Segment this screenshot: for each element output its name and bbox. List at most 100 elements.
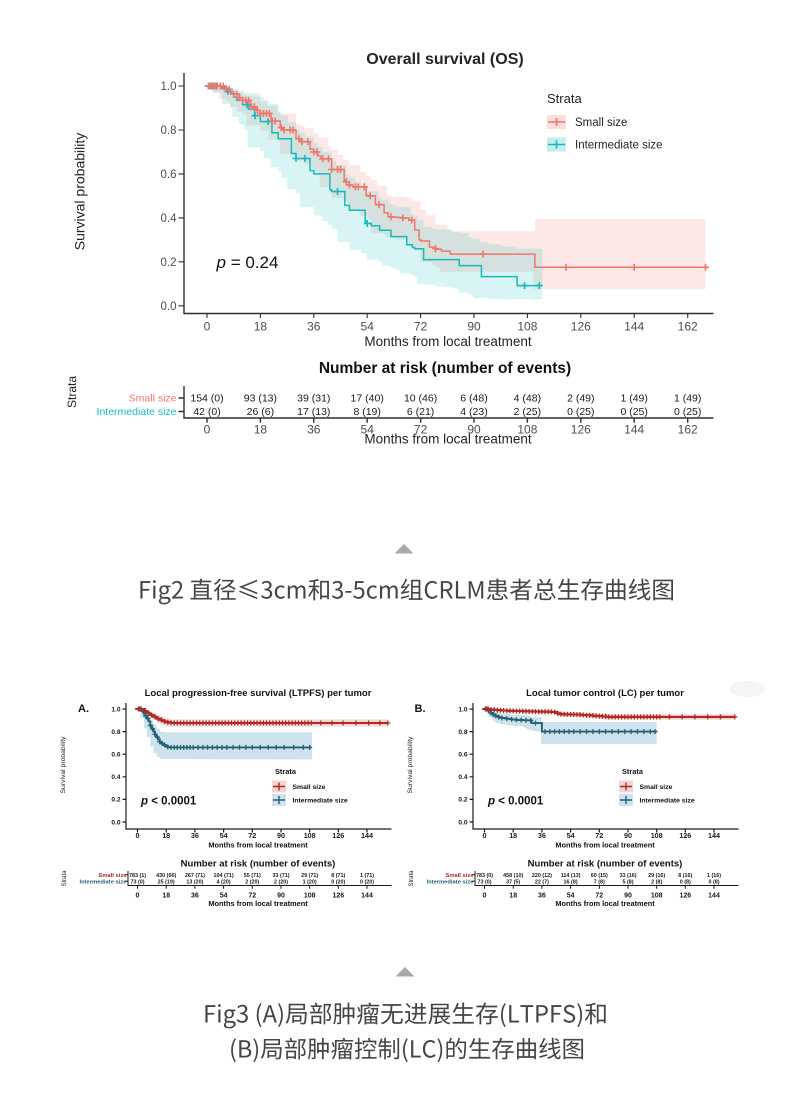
svg-text:72: 72 — [595, 893, 603, 900]
svg-text:0: 0 — [483, 831, 487, 840]
svg-text:B.: B. — [415, 703, 426, 715]
svg-text:13 (20): 13 (20) — [186, 879, 203, 885]
svg-text:162: 162 — [678, 320, 698, 334]
svg-text:0 (25): 0 (25) — [674, 406, 701, 418]
svg-text:Strata: Strata — [62, 870, 68, 887]
svg-text:1 (71): 1 (71) — [360, 873, 374, 879]
svg-text:783 (1): 783 (1) — [129, 873, 146, 879]
svg-text:Strata: Strata — [65, 376, 79, 408]
svg-text:458 (10): 458 (10) — [503, 873, 523, 879]
svg-text:154 (0): 154 (0) — [190, 393, 223, 405]
svg-text:108: 108 — [651, 831, 663, 840]
svg-text:p < 0.0001: p < 0.0001 — [487, 796, 544, 808]
svg-text:0.4: 0.4 — [458, 774, 467, 781]
svg-text:60 (15): 60 (15) — [591, 873, 608, 879]
svg-text:90: 90 — [624, 893, 632, 900]
svg-text:2 (20): 2 (20) — [274, 879, 288, 885]
svg-text:90: 90 — [277, 893, 285, 900]
svg-text:18: 18 — [162, 893, 170, 900]
svg-text:90: 90 — [467, 423, 481, 437]
svg-text:Small size: Small size — [640, 784, 673, 791]
svg-text:36: 36 — [538, 893, 546, 900]
svg-text:8 (16): 8 (16) — [678, 873, 692, 879]
svg-text:Survival probability: Survival probability — [60, 736, 67, 794]
svg-text:33 (16): 33 (16) — [619, 873, 636, 879]
svg-text:73 (0): 73 (0) — [477, 879, 491, 885]
svg-text:90: 90 — [467, 320, 481, 334]
svg-text:0.6: 0.6 — [111, 752, 120, 759]
svg-text:0.2: 0.2 — [161, 257, 177, 269]
svg-text:267 (71): 267 (71) — [185, 873, 205, 879]
svg-text:144: 144 — [624, 320, 644, 334]
svg-text:144: 144 — [361, 893, 373, 900]
svg-text:8 (71): 8 (71) — [331, 873, 345, 879]
svg-text:Months from local treatment: Months from local treatment — [364, 334, 532, 349]
svg-text:Survival probability: Survival probability — [407, 736, 414, 794]
svg-text:18: 18 — [509, 831, 517, 840]
svg-text:4 (20): 4 (20) — [217, 879, 231, 885]
svg-text:18: 18 — [162, 831, 170, 840]
svg-text:Number at risk (number of even: Number at risk (number of events) — [319, 360, 571, 377]
svg-text:Months from local treatment: Months from local treatment — [555, 899, 655, 908]
svg-text:Survival probability: Survival probability — [72, 133, 88, 251]
svg-text:54: 54 — [567, 893, 575, 900]
svg-text:2 (8): 2 (8) — [651, 879, 662, 885]
svg-text:0 (20): 0 (20) — [331, 879, 345, 885]
svg-text:2 (25): 2 (25) — [514, 406, 541, 418]
svg-text:144: 144 — [361, 831, 373, 840]
svg-text:Strata: Strata — [275, 767, 297, 776]
svg-text:0.8: 0.8 — [458, 729, 467, 736]
svg-text:p < 0.0001: p < 0.0001 — [140, 796, 197, 808]
svg-text:6 (48): 6 (48) — [460, 393, 487, 405]
svg-text:0: 0 — [204, 423, 211, 437]
svg-text:Small size: Small size — [129, 393, 177, 405]
svg-text:37 (5): 37 (5) — [506, 879, 520, 885]
svg-text:90: 90 — [624, 831, 632, 840]
svg-text:144: 144 — [624, 423, 644, 437]
svg-text:Local tumor control (LC) per t: Local tumor control (LC) per tumor — [526, 688, 684, 699]
svg-text:Small size: Small size — [98, 873, 127, 879]
svg-text:Intermediate size: Intermediate size — [640, 798, 695, 805]
svg-text:1 (49): 1 (49) — [620, 393, 647, 405]
svg-text:0.4: 0.4 — [111, 774, 120, 781]
svg-text:54: 54 — [361, 423, 375, 437]
svg-text:Number at risk (number of even: Number at risk (number of events) — [528, 859, 683, 870]
svg-text:Intermediate size: Intermediate size — [79, 879, 127, 885]
svg-text:72: 72 — [248, 893, 256, 900]
svg-text:Months from local treatment: Months from local treatment — [364, 432, 532, 447]
svg-text:1 (49): 1 (49) — [674, 393, 701, 405]
svg-text:1 (20): 1 (20) — [303, 879, 317, 885]
svg-text:1.0: 1.0 — [161, 81, 177, 93]
svg-text:0.6: 0.6 — [161, 169, 177, 181]
svg-text:2 (20): 2 (20) — [245, 879, 259, 885]
svg-text:Intermediate size: Intermediate size — [97, 406, 177, 418]
svg-text:54: 54 — [361, 320, 375, 334]
svg-text:29 (16): 29 (16) — [648, 873, 665, 879]
svg-text:36: 36 — [191, 831, 199, 840]
svg-text:Small size: Small size — [575, 117, 627, 129]
svg-text:108: 108 — [651, 893, 663, 900]
svg-text:Overall survival (OS): Overall survival (OS) — [366, 51, 523, 68]
svg-text:22 (7): 22 (7) — [535, 879, 549, 885]
svg-text:17 (40): 17 (40) — [351, 393, 384, 405]
svg-text:Months from local treatment: Months from local treatment — [208, 899, 308, 908]
svg-text:18: 18 — [254, 423, 268, 437]
svg-text:93 (13): 93 (13) — [244, 393, 277, 405]
svg-text:26 (6): 26 (6) — [247, 406, 274, 418]
svg-text:36: 36 — [191, 893, 199, 900]
svg-text:162: 162 — [678, 423, 698, 437]
svg-text:Small size: Small size — [445, 873, 474, 879]
svg-text:0.4: 0.4 — [161, 213, 178, 225]
svg-text:18: 18 — [509, 893, 517, 900]
svg-text:10 (46): 10 (46) — [404, 393, 437, 405]
svg-text:Small size: Small size — [293, 784, 326, 791]
svg-text:39 (31): 39 (31) — [297, 393, 330, 405]
svg-text:72: 72 — [248, 831, 256, 840]
svg-text:A.: A. — [78, 703, 89, 715]
svg-text:Intermediate size: Intermediate size — [575, 140, 663, 152]
svg-text:126: 126 — [332, 893, 344, 900]
svg-text:0: 0 — [483, 893, 487, 900]
svg-text:108: 108 — [304, 831, 316, 840]
svg-text:16 (8): 16 (8) — [564, 879, 578, 885]
svg-text:72: 72 — [414, 423, 428, 437]
